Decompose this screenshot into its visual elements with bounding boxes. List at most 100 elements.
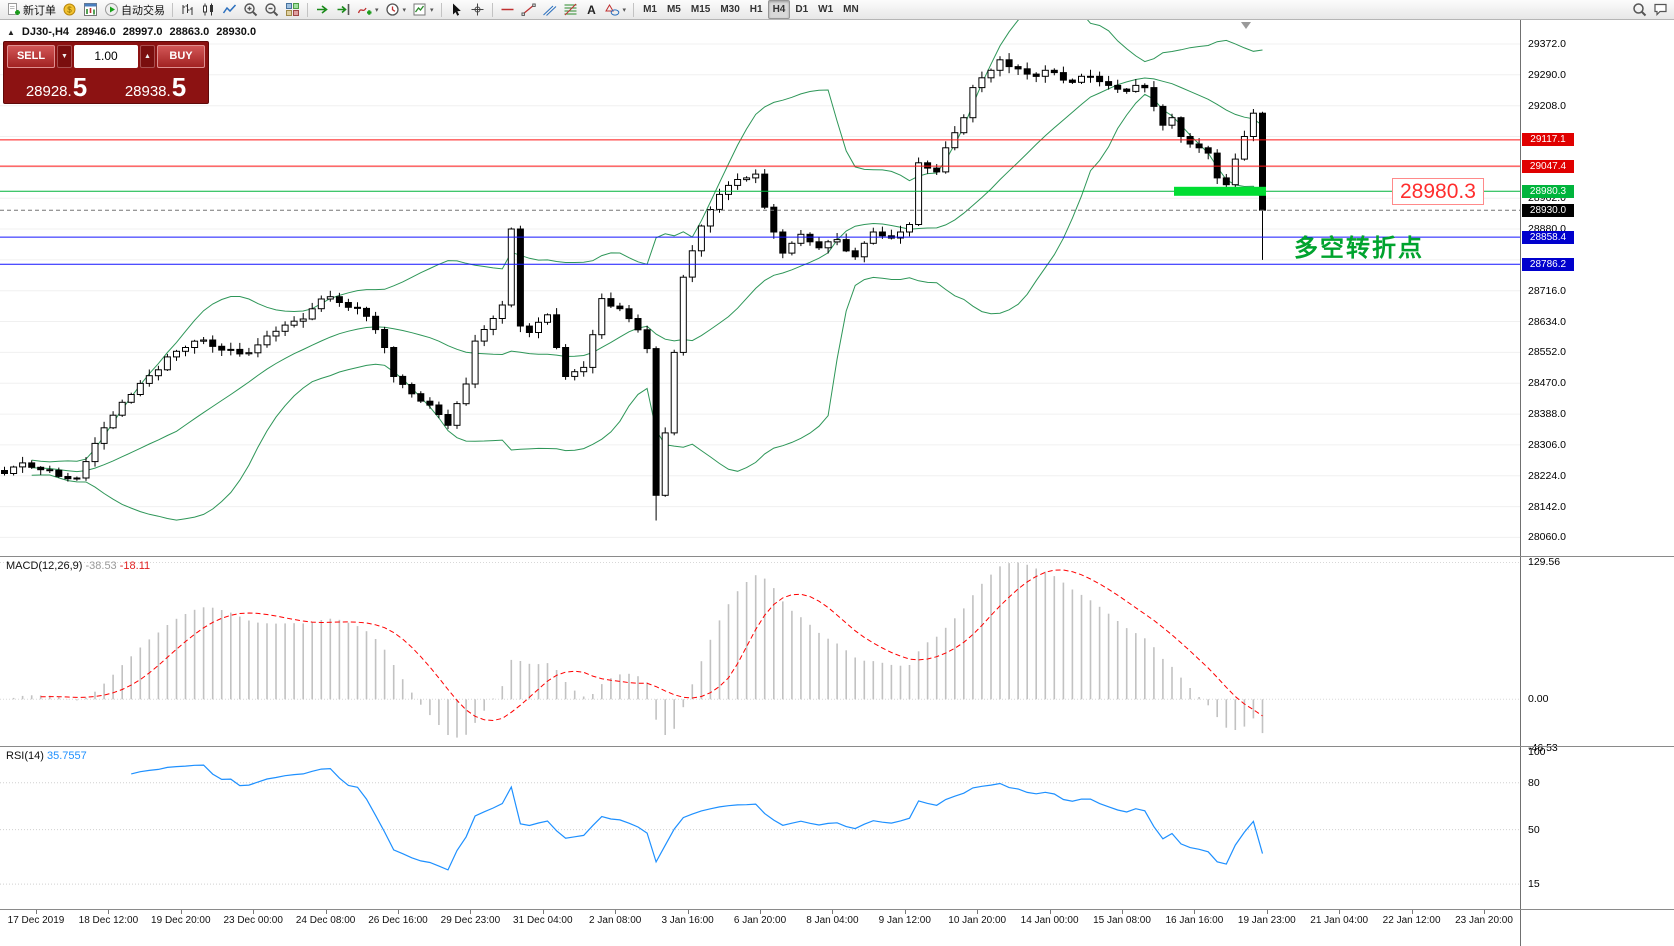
main-chart-canvas[interactable] — [0, 20, 1520, 556]
price-gridlines — [0, 43, 1520, 538]
doc-plus-icon — [6, 2, 21, 17]
scale-badge-29047.4: 29047.4 — [1522, 159, 1574, 173]
buy-button[interactable]: BUY — [157, 45, 205, 68]
auto-scroll-button[interactable] — [312, 0, 333, 19]
charts-button[interactable] — [80, 0, 101, 19]
templates-button[interactable]: ▾ — [409, 0, 437, 19]
cursor-button[interactable] — [446, 0, 467, 19]
macd-signal-value: -18.11 — [119, 560, 151, 572]
price-tick-label: 28552.0 — [1528, 346, 1566, 359]
macd-panel-canvas[interactable] — [0, 557, 1520, 746]
time-tick-mark — [1339, 910, 1341, 914]
macd-gridlines — [0, 562, 1520, 700]
sell-price[interactable]: 28928. 5 — [7, 68, 106, 101]
rsi-name: RSI(14) — [6, 750, 44, 762]
metaeditor-button[interactable]: $ — [59, 0, 80, 19]
chart-shift-marker[interactable] — [1241, 22, 1251, 29]
time-tick-mark — [108, 910, 110, 914]
hline-icon — [500, 2, 515, 17]
horizontal-line-button[interactable] — [497, 0, 518, 19]
time-tick-mark — [760, 910, 761, 914]
dropdown-arrow-icon: ▾ — [622, 6, 627, 14]
search-button[interactable] — [1629, 0, 1650, 19]
panel-divider[interactable] — [0, 909, 1674, 910]
sell-button[interactable]: SELL — [7, 45, 55, 68]
macd-histogram — [12, 562, 1264, 738]
timeframe-mn-button[interactable]: MN — [843, 4, 859, 15]
tile-windows-button[interactable] — [282, 0, 303, 19]
line-chart-button[interactable] — [219, 0, 240, 19]
timeframe-h4-button[interactable]: H4 — [767, 0, 791, 19]
chart-annotation-text[interactable]: 多空转折点 — [1294, 235, 1424, 262]
indicators-button[interactable]: ▾ — [354, 0, 382, 19]
time-tick-label: 15 Jan 08:00 — [1093, 915, 1151, 926]
fibonacci-button[interactable] — [560, 0, 581, 19]
timeframe-w1-button[interactable]: W1 — [818, 4, 834, 15]
rsi-panel-canvas[interactable] — [0, 747, 1520, 909]
price-tick-label: 28060.0 — [1528, 531, 1566, 544]
scale-badge-28980.3: 28980.3 — [1522, 184, 1574, 198]
chart-shift-button[interactable] — [333, 0, 354, 19]
time-tick-mark — [904, 910, 906, 914]
time-tick-mark — [325, 910, 327, 914]
timeframe-m1-button[interactable]: M1 — [643, 4, 657, 15]
bar-chart-button[interactable] — [177, 0, 198, 19]
panel-divider[interactable] — [0, 746, 1674, 747]
time-tick-label: 26 Dec 16:00 — [368, 915, 428, 926]
time-tick-mark — [1194, 910, 1196, 914]
text-button[interactable]: A — [581, 0, 602, 19]
trendline-button[interactable] — [518, 0, 539, 19]
community-button[interactable] — [1650, 0, 1671, 19]
volume-decrease-button[interactable]: ▼ — [57, 45, 72, 68]
periods-button[interactable]: ▾ — [382, 0, 410, 19]
timeframe-m30-button[interactable]: M30 — [720, 4, 740, 15]
timeframe-m15-button[interactable]: M15 — [690, 4, 711, 15]
dropdown-arrow-icon: ▾ — [402, 6, 407, 14]
oct-collapse-icon[interactable]: ▲ — [7, 27, 15, 37]
macd-axis-label: 129.56 — [1528, 556, 1561, 569]
zoom-in-button[interactable] — [240, 0, 261, 19]
textA-icon: A — [584, 2, 599, 17]
timeframe-h1-button[interactable]: H1 — [749, 4, 763, 15]
time-tick-label: 29 Dec 23:00 — [440, 915, 501, 926]
zoom-out-button[interactable] — [261, 0, 282, 19]
scale-badge-29117.1: 29117.1 — [1522, 133, 1574, 147]
crosshair-button[interactable] — [467, 0, 488, 19]
buy-price[interactable]: 28938. 5 — [106, 68, 205, 101]
price-tick-label: 28224.0 — [1528, 469, 1566, 482]
zoom-in-icon — [243, 2, 258, 17]
time-tick-label: 2 Jan 08:00 — [589, 915, 642, 926]
chat-icon — [1653, 2, 1668, 17]
channel-button[interactable] — [539, 0, 560, 19]
scale-badge-28786.2: 28786.2 — [1522, 257, 1574, 271]
time-tick-label: 18 Dec 12:00 — [78, 915, 139, 926]
timeframe-d1-button[interactable]: D1 — [795, 4, 809, 15]
time-tick-mark — [1484, 910, 1485, 914]
template-icon — [412, 2, 427, 17]
candlestick-chart-button[interactable] — [198, 0, 219, 19]
panel-divider[interactable] — [0, 556, 1674, 557]
linechart-icon — [222, 2, 237, 17]
trendline-icon — [521, 2, 536, 17]
macd-name: MACD(12,26,9) — [6, 560, 83, 572]
volume-increase-button[interactable]: ▲ — [140, 45, 155, 68]
price-scale[interactable]: 29117.1 29047.4 28980.3 28930.0 28858.4 28786… — [1520, 20, 1674, 946]
level-highlight-segment[interactable] — [1174, 186, 1266, 196]
volume-input[interactable]: 1.00 — [74, 45, 138, 68]
symbol-period-label: DJ30-,H4 — [21, 26, 69, 38]
macd-axis-label: -46.53 — [1528, 742, 1558, 755]
autotrading-button[interactable]: 自动交易 — [101, 0, 168, 19]
autotrading-button-label: 自动交易 — [121, 4, 165, 17]
shift-icon — [336, 2, 351, 17]
open-value: 28946.0 — [76, 26, 116, 38]
price-callout-label[interactable]: 28980.3 — [1392, 178, 1484, 205]
buy-price-main: 28938. — [124, 83, 171, 100]
time-scale[interactable]: 17 Dec 2019 18 Dec 12:00 19 Dec 20:00 23 De… — [0, 910, 1520, 946]
toolbar-separator — [491, 2, 493, 17]
cursor-icon — [449, 2, 464, 17]
arrows-button[interactable]: ▾ — [602, 0, 630, 19]
timeframe-m5-button[interactable]: M5 — [666, 4, 681, 15]
price-tick-label: 29208.0 — [1528, 99, 1566, 112]
new-order-button[interactable]: 新订单 — [3, 0, 59, 19]
price-tick-label: 29290.0 — [1528, 68, 1566, 81]
